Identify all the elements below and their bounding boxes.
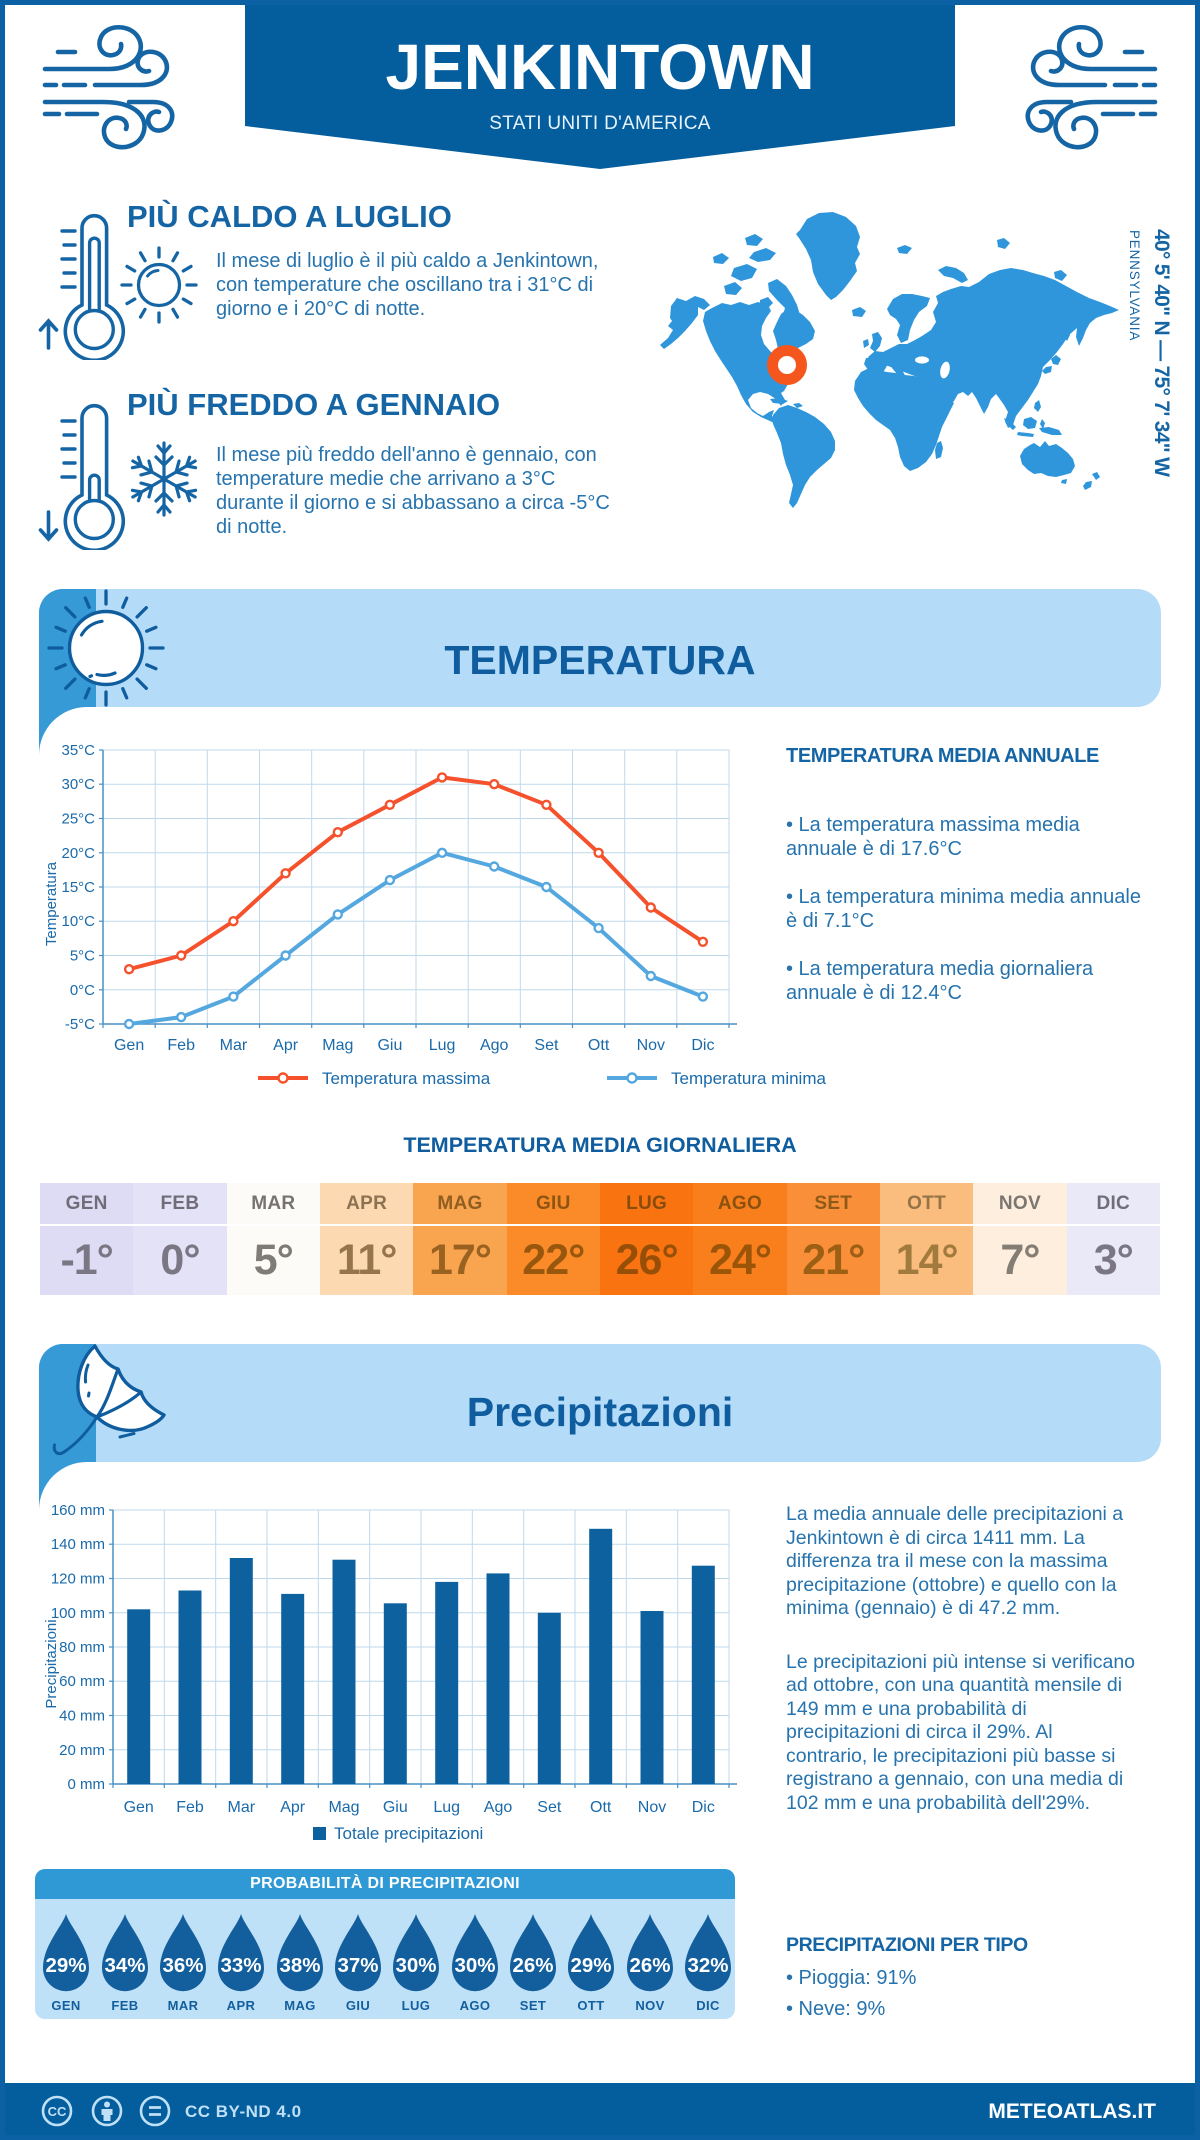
svg-text:15°C: 15°C	[61, 879, 95, 896]
svg-text:Nov: Nov	[638, 1799, 666, 1816]
svg-text:25°C: 25°C	[61, 811, 95, 828]
svg-text:Mag: Mag	[322, 1037, 353, 1054]
svg-text:100 mm: 100 mm	[51, 1605, 105, 1622]
svg-text:80 mm: 80 mm	[59, 1639, 105, 1656]
svg-text:35°C: 35°C	[61, 742, 95, 759]
svg-text:Set: Set	[537, 1799, 562, 1816]
svg-text:0°C: 0°C	[70, 982, 95, 999]
svg-text:20°C: 20°C	[61, 845, 95, 862]
svg-text:Mag: Mag	[328, 1799, 359, 1816]
svg-text:Totale precipitazioni: Totale precipitazioni	[334, 1824, 483, 1843]
svg-text:140 mm: 140 mm	[51, 1536, 105, 1553]
svg-text:10°C: 10°C	[61, 913, 95, 930]
svg-text:160 mm: 160 mm	[51, 1502, 105, 1519]
svg-text:30°C: 30°C	[61, 776, 95, 793]
svg-text:CC: CC	[48, 2104, 67, 2119]
svg-text:0 mm: 0 mm	[68, 1776, 106, 1793]
svg-text:Dic: Dic	[691, 1037, 714, 1054]
svg-text:Dic: Dic	[692, 1799, 715, 1816]
svg-text:60 mm: 60 mm	[59, 1673, 105, 1690]
svg-text:Ago: Ago	[484, 1799, 513, 1816]
svg-text:Temperatura: Temperatura	[43, 861, 60, 946]
svg-text:Gen: Gen	[114, 1037, 144, 1054]
svg-text:Feb: Feb	[167, 1037, 195, 1054]
svg-text:Ott: Ott	[590, 1799, 612, 1816]
svg-text:Apr: Apr	[280, 1799, 306, 1816]
svg-text:Ago: Ago	[480, 1037, 509, 1054]
svg-text:5°C: 5°C	[70, 948, 95, 965]
svg-text:Mar: Mar	[220, 1037, 248, 1054]
svg-text:-5°C: -5°C	[65, 1016, 95, 1033]
svg-text:Mar: Mar	[228, 1799, 256, 1816]
svg-text:Giu: Giu	[383, 1799, 408, 1816]
svg-text:20 mm: 20 mm	[59, 1742, 105, 1759]
svg-text:Nov: Nov	[637, 1037, 665, 1054]
svg-text:Gen: Gen	[124, 1799, 154, 1816]
svg-text:Feb: Feb	[176, 1799, 204, 1816]
svg-text:Ott: Ott	[588, 1037, 610, 1054]
svg-text:Temperatura massima: Temperatura massima	[322, 1069, 491, 1088]
svg-text:120 mm: 120 mm	[51, 1571, 105, 1588]
svg-text:Temperatura minima: Temperatura minima	[671, 1069, 826, 1088]
svg-text:Lug: Lug	[429, 1037, 456, 1054]
svg-text:Lug: Lug	[433, 1799, 460, 1816]
svg-text:40 mm: 40 mm	[59, 1708, 105, 1725]
svg-text:Set: Set	[534, 1037, 559, 1054]
svg-text:Apr: Apr	[273, 1037, 299, 1054]
svg-text:Precipitazioni: Precipitazioni	[43, 1619, 60, 1708]
svg-text:Giu: Giu	[377, 1037, 402, 1054]
